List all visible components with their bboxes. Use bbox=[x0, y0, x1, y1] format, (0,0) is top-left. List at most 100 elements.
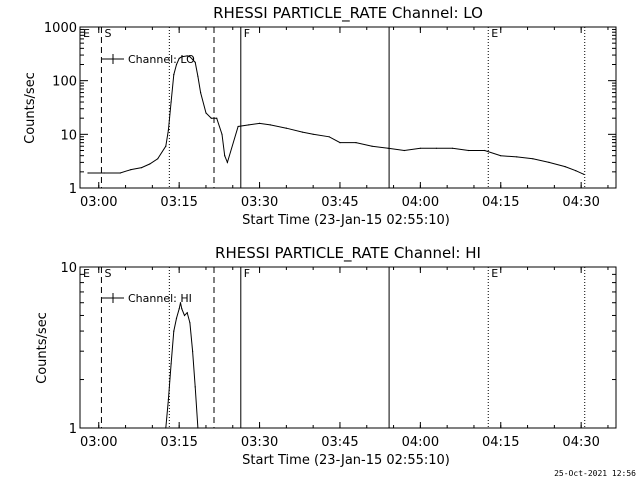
hi-data-point bbox=[165, 427, 167, 429]
lo-y-tick-label-0: 1 bbox=[69, 182, 77, 197]
lo-x-tick-label-1: 03:15 bbox=[160, 195, 197, 210]
lo-data-point bbox=[403, 149, 405, 152]
hi-x-tick-label-4: 04:00 bbox=[402, 435, 439, 450]
hi-marker-label-1: S bbox=[104, 267, 111, 280]
lo-series-line-0 bbox=[88, 55, 585, 175]
lo-data-point bbox=[339, 142, 341, 144]
hi-marker-label-4: F bbox=[244, 267, 250, 280]
lo-data-point bbox=[189, 56, 191, 58]
hi-data-point bbox=[179, 302, 182, 304]
hi-chart-title: RHESSI PARTICLE_RATE Channel: HI bbox=[215, 244, 481, 263]
lo-marker-label-6: E bbox=[491, 27, 498, 40]
hi-data-point bbox=[175, 317, 178, 319]
lo-x-tick-label-4: 04:00 bbox=[402, 195, 439, 210]
lo-data-point bbox=[371, 145, 373, 147]
lo-data-point bbox=[157, 158, 159, 160]
lo-data-point bbox=[167, 129, 169, 131]
lo-plot-frame bbox=[79, 26, 617, 189]
hi-y-tick-label-1: 10 bbox=[60, 261, 77, 276]
lo-data-point bbox=[216, 117, 218, 119]
lo-data-point bbox=[149, 163, 151, 165]
lo-data-point bbox=[248, 124, 250, 126]
lo-series bbox=[87, 55, 585, 175]
lo-data-point bbox=[451, 147, 454, 149]
lo-data-point bbox=[516, 156, 518, 158]
hi-data-point bbox=[186, 312, 188, 314]
lo-data-point bbox=[87, 172, 89, 174]
lo-y-axis-label: Counts/sec bbox=[23, 72, 38, 144]
lo-data-point bbox=[119, 172, 121, 174]
hi-channel-plot: RHESSI PARTICLE_RATE Channel: HI Counts/… bbox=[35, 244, 617, 468]
hi-data-point bbox=[167, 399, 169, 401]
lo-y-tick-label-1: 10 bbox=[60, 128, 77, 143]
lo-data-point bbox=[170, 101, 172, 103]
lo-data-point bbox=[205, 112, 207, 114]
lo-data-point bbox=[103, 172, 105, 174]
lo-data-point bbox=[583, 173, 585, 175]
hi-data-point bbox=[197, 427, 199, 429]
lo-y-tick-label-3: 1000 bbox=[44, 21, 77, 36]
hi-data-point bbox=[183, 314, 186, 317]
lo-chart-title: RHESSI PARTICLE_RATE Channel: LO bbox=[213, 4, 483, 23]
lo-data-point bbox=[355, 142, 357, 144]
lo-x-tick-label-2: 03:30 bbox=[241, 195, 278, 210]
hi-series-line-0 bbox=[165, 302, 199, 429]
lo-data-point bbox=[165, 145, 167, 147]
footer-timestamp: 25-Oct-2021 12:56 bbox=[554, 469, 636, 478]
lo-axis-ticks: 03:00 03:15 03:30 03:45 04:00 04:15 04:30 1 10 10… bbox=[44, 21, 616, 210]
lo-data-point bbox=[237, 125, 239, 128]
lo-y-tick-label-2: 100 bbox=[52, 75, 77, 90]
lo-marker-label-4: F bbox=[244, 27, 250, 40]
lo-data-point bbox=[435, 147, 437, 149]
hi-legend-label: Channel: HI bbox=[128, 292, 192, 305]
lo-data-point bbox=[575, 170, 577, 172]
lo-x-tick-label-0: 03:00 bbox=[80, 195, 117, 210]
lo-data-point bbox=[141, 167, 143, 169]
lo-data-point bbox=[564, 166, 566, 168]
lo-data-point bbox=[173, 74, 175, 76]
hi-x-tick-label-6: 04:30 bbox=[562, 435, 599, 450]
hi-x-tick-label-2: 03:30 bbox=[241, 435, 278, 450]
lo-data-point bbox=[210, 117, 212, 119]
hi-x-tick-label-5: 04:15 bbox=[482, 435, 519, 450]
hi-plot-frame bbox=[79, 266, 617, 429]
lo-legend-label: Channel: LO bbox=[128, 53, 195, 66]
lo-data-point bbox=[200, 92, 202, 94]
hi-x-axis-label: Start Time (23-Jan-15 02:55:10) bbox=[242, 453, 450, 468]
hi-axis-ticks: 03:00 03:15 03:30 03:45 04:00 04:15 04:30 1 10 bbox=[60, 261, 616, 450]
lo-x-tick-label-5: 04:15 bbox=[482, 195, 519, 210]
lo-channel-plot: RHESSI PARTICLE_RATE Channel: LO Counts/… bbox=[23, 4, 617, 228]
hi-data-point bbox=[181, 308, 183, 310]
lo-data-point bbox=[175, 63, 178, 66]
lo-data-point bbox=[130, 169, 132, 171]
hi-x-tick-label-1: 03:15 bbox=[160, 435, 197, 450]
lo-legend: Channel: LO bbox=[102, 53, 195, 66]
hi-y-axis-label: Counts/sec bbox=[35, 312, 50, 384]
hi-y-tick-label-0: 1 bbox=[69, 422, 77, 437]
lo-data-point bbox=[500, 155, 502, 157]
hi-data-point bbox=[189, 322, 191, 324]
lo-x-tick-label-3: 03:45 bbox=[321, 195, 358, 210]
lo-marker-label-1: S bbox=[104, 27, 111, 40]
lo-data-point bbox=[181, 56, 183, 58]
lo-data-point bbox=[285, 127, 287, 129]
lo-data-point bbox=[312, 133, 314, 135]
lo-data-point bbox=[224, 155, 226, 157]
hi-data-point bbox=[178, 308, 180, 310]
hi-data-point bbox=[170, 363, 172, 365]
lo-data-point bbox=[387, 147, 389, 149]
hi-marker-label-6: E bbox=[491, 267, 498, 280]
lo-data-point bbox=[548, 161, 550, 163]
hi-x-tick-label-0: 03:00 bbox=[80, 435, 117, 450]
lo-data-point bbox=[269, 124, 271, 126]
lo-data-point bbox=[186, 55, 188, 57]
lo-data-point bbox=[197, 75, 199, 77]
lo-data-point bbox=[226, 161, 228, 163]
lo-data-point bbox=[532, 158, 534, 160]
lo-data-point bbox=[328, 136, 330, 138]
hi-x-tick-label-3: 03:45 bbox=[321, 435, 358, 450]
hi-legend: Channel: HI bbox=[102, 292, 192, 305]
lo-data-point bbox=[484, 149, 486, 152]
